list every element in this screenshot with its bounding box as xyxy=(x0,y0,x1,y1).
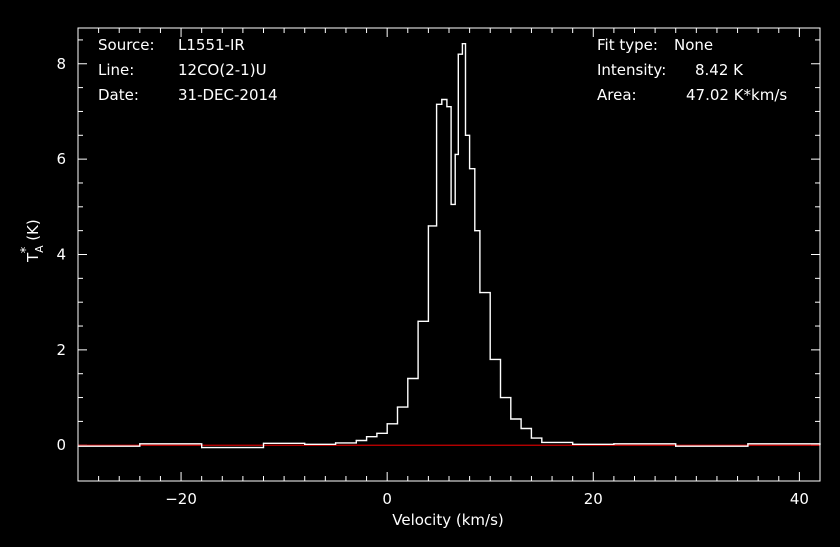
spectrum-point xyxy=(510,418,512,420)
spectrum-point xyxy=(469,168,471,170)
spectrum-point xyxy=(675,445,677,447)
spectrum-point xyxy=(450,203,452,206)
spectrum-point xyxy=(613,443,615,445)
date-value: 31-DEC-2014 xyxy=(178,86,278,104)
date-key: Date: xyxy=(98,86,139,104)
y-axis-label-sub: A xyxy=(33,245,46,253)
chart-marks xyxy=(77,43,821,449)
spectrum-point xyxy=(499,396,502,399)
spectrum-point xyxy=(541,441,543,443)
source-key: Source: xyxy=(98,36,155,54)
spectrum-point xyxy=(461,43,463,45)
fit-type-value: None xyxy=(674,36,713,54)
x-tick-label: 20 xyxy=(584,490,603,508)
spectrum-series-line xyxy=(78,43,821,449)
spectrum-point xyxy=(262,442,265,444)
spectrum-point xyxy=(139,443,141,445)
y-tick-label: 8 xyxy=(56,55,66,73)
spectrum-point xyxy=(396,406,399,408)
annotation-left: Source: L1551-IR Line: 12CO(2-1)U Date: … xyxy=(98,36,278,104)
plot-frame xyxy=(77,27,821,482)
spectrum-point xyxy=(201,447,203,449)
area-value: 47.02 K*km/s xyxy=(686,86,787,104)
axis-ticks: −20 0 20 40 0 2 4 6 8 xyxy=(56,28,821,508)
spectrum-point xyxy=(530,437,533,439)
y-axis-label: TA* (K) xyxy=(19,219,46,263)
spectrum-point xyxy=(386,423,388,425)
x-axis-label: Velocity (km/s) xyxy=(392,511,503,529)
spectrum-point xyxy=(376,432,378,434)
x-tick-label: 0 xyxy=(382,490,392,508)
spectrum-point xyxy=(335,442,337,444)
y-tick-label: 2 xyxy=(56,341,66,359)
spectrum-point xyxy=(355,439,357,442)
spectrum-point xyxy=(417,320,419,322)
spectrum-point xyxy=(489,358,491,361)
spectrum-point xyxy=(454,153,456,155)
spectrum-point xyxy=(464,134,467,136)
y-tick-label: 4 xyxy=(56,246,66,264)
line-value: 12CO(2-1)U xyxy=(178,61,267,79)
spectrum-point xyxy=(304,443,306,445)
intensity-value: 8.42 K xyxy=(695,61,744,79)
y-tick-label: 0 xyxy=(56,436,66,454)
x-tick-label: −20 xyxy=(165,490,197,508)
spectrum-point xyxy=(520,427,522,430)
line-key: Line: xyxy=(98,61,134,79)
y-axis-label-sup: * xyxy=(19,246,34,253)
spectrum-point xyxy=(474,230,476,232)
spectrum-point xyxy=(446,106,448,108)
source-value: L1551-IR xyxy=(178,36,245,54)
spectrum-point xyxy=(479,292,481,294)
x-tick-label: 40 xyxy=(790,490,809,508)
spectrum-point xyxy=(457,53,459,55)
annotation-right: Fit type: None Intensity: 8.42 K Area: 4… xyxy=(597,36,787,104)
svg-text:TA*(K): TA* (K) xyxy=(19,219,46,263)
spectrum-point xyxy=(407,377,409,380)
y-axis-label-main: T xyxy=(24,252,42,263)
spectrum-point xyxy=(441,98,443,101)
y-axis-label-unit: (K) xyxy=(24,219,42,241)
spectrum-point xyxy=(436,103,438,105)
y-tick-label: 6 xyxy=(56,150,66,168)
area-key: Area: xyxy=(597,86,637,104)
fit-type-key: Fit type: xyxy=(597,36,658,54)
intensity-key: Intensity: xyxy=(597,61,666,79)
spectrum-point xyxy=(427,225,429,227)
spectrum-point xyxy=(572,443,574,445)
spectrum-point xyxy=(747,443,749,445)
spectrum-point xyxy=(365,436,368,438)
